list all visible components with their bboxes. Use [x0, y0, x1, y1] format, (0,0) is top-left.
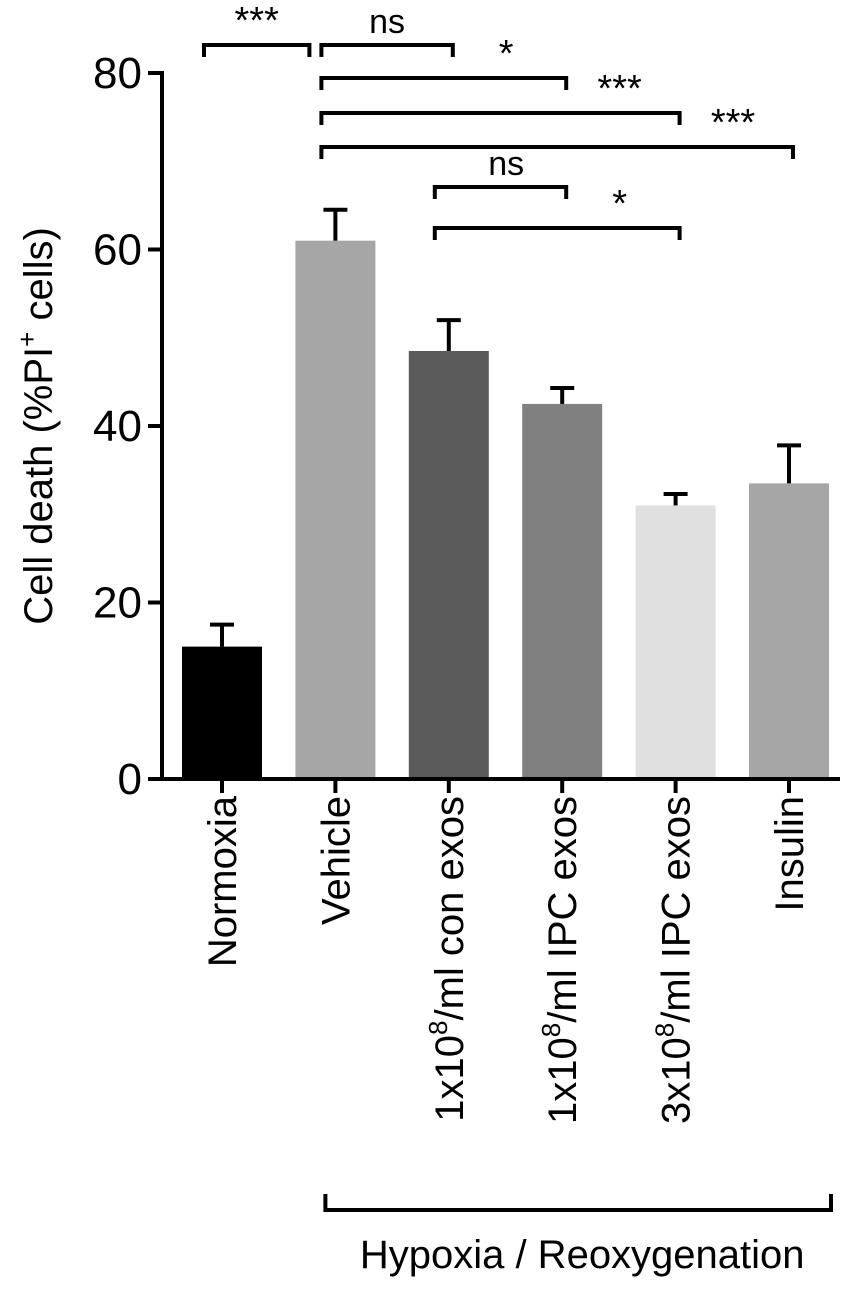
category-label-0: Normoxia [201, 795, 245, 967]
y-axis-label: Cell death (%PI+ cells) [12, 227, 61, 625]
bar-2 [408, 350, 489, 779]
y-axis-label-sup: + [12, 332, 42, 347]
bar-3 [522, 403, 603, 779]
y-axis-label-main: Cell death (%PI [17, 347, 61, 625]
y-tick-label: 0 [118, 755, 142, 804]
category-label-sup: 8 [536, 1023, 566, 1037]
category-label-sup: 8 [650, 1023, 680, 1037]
significance-bracket-1 [319, 43, 455, 57]
category-label-suffix: /ml con exos [428, 796, 472, 1021]
bar-0 [182, 646, 262, 779]
category-label-5: Insulin [768, 796, 812, 912]
significance-label-2: * [499, 33, 514, 75]
category-label-prefix: 1x10 [428, 1035, 472, 1122]
significance-label-0: *** [235, 0, 280, 42]
group-bracket [323, 1194, 833, 1212]
category-label-suffix: Insulin [768, 796, 812, 912]
category-label-4: 3x108/ml IPC exos [650, 796, 699, 1124]
category-label-suffix: Vehicle [314, 796, 358, 925]
category-label-prefix: 3x10 [655, 1037, 699, 1124]
category-label-suffix: /ml IPC exos [541, 796, 585, 1023]
category-label-1: Vehicle [314, 796, 358, 925]
significance-label-5: ns [488, 145, 524, 183]
significance-bracket-4 [319, 145, 795, 159]
y-tick-label: 80 [93, 49, 142, 98]
y-tick-label: 60 [93, 226, 142, 275]
significance-bracket-5 [432, 185, 569, 199]
significance-label-6: * [612, 183, 627, 225]
significance-label-1: ns [369, 3, 405, 41]
category-label-suffix: /ml IPC exos [655, 796, 699, 1023]
y-tick-label: 40 [93, 402, 142, 451]
bar-4 [635, 505, 716, 779]
y-axis-label-end: cells) [17, 227, 61, 331]
bar-1 [295, 240, 376, 780]
category-label-suffix: Normoxia [201, 795, 245, 967]
category-label-2: 1x108/ml con exos [423, 796, 472, 1122]
group-bracket-label: Hypoxia / Reoxygenation [360, 1233, 805, 1277]
significance-bracket-0 [202, 43, 312, 57]
category-label-3: 1x108/ml IPC exos [536, 796, 585, 1124]
bar-5 [749, 483, 829, 779]
category-label-sup: 8 [423, 1021, 453, 1035]
significance-label-4: *** [711, 102, 756, 144]
y-tick-label: 20 [93, 579, 142, 628]
significance-label-3: *** [597, 68, 642, 110]
significance-bracket-6 [432, 226, 682, 240]
significance-bracket-2 [319, 76, 569, 90]
significance-bracket-3 [319, 111, 682, 125]
category-label-prefix: 1x10 [541, 1037, 585, 1124]
